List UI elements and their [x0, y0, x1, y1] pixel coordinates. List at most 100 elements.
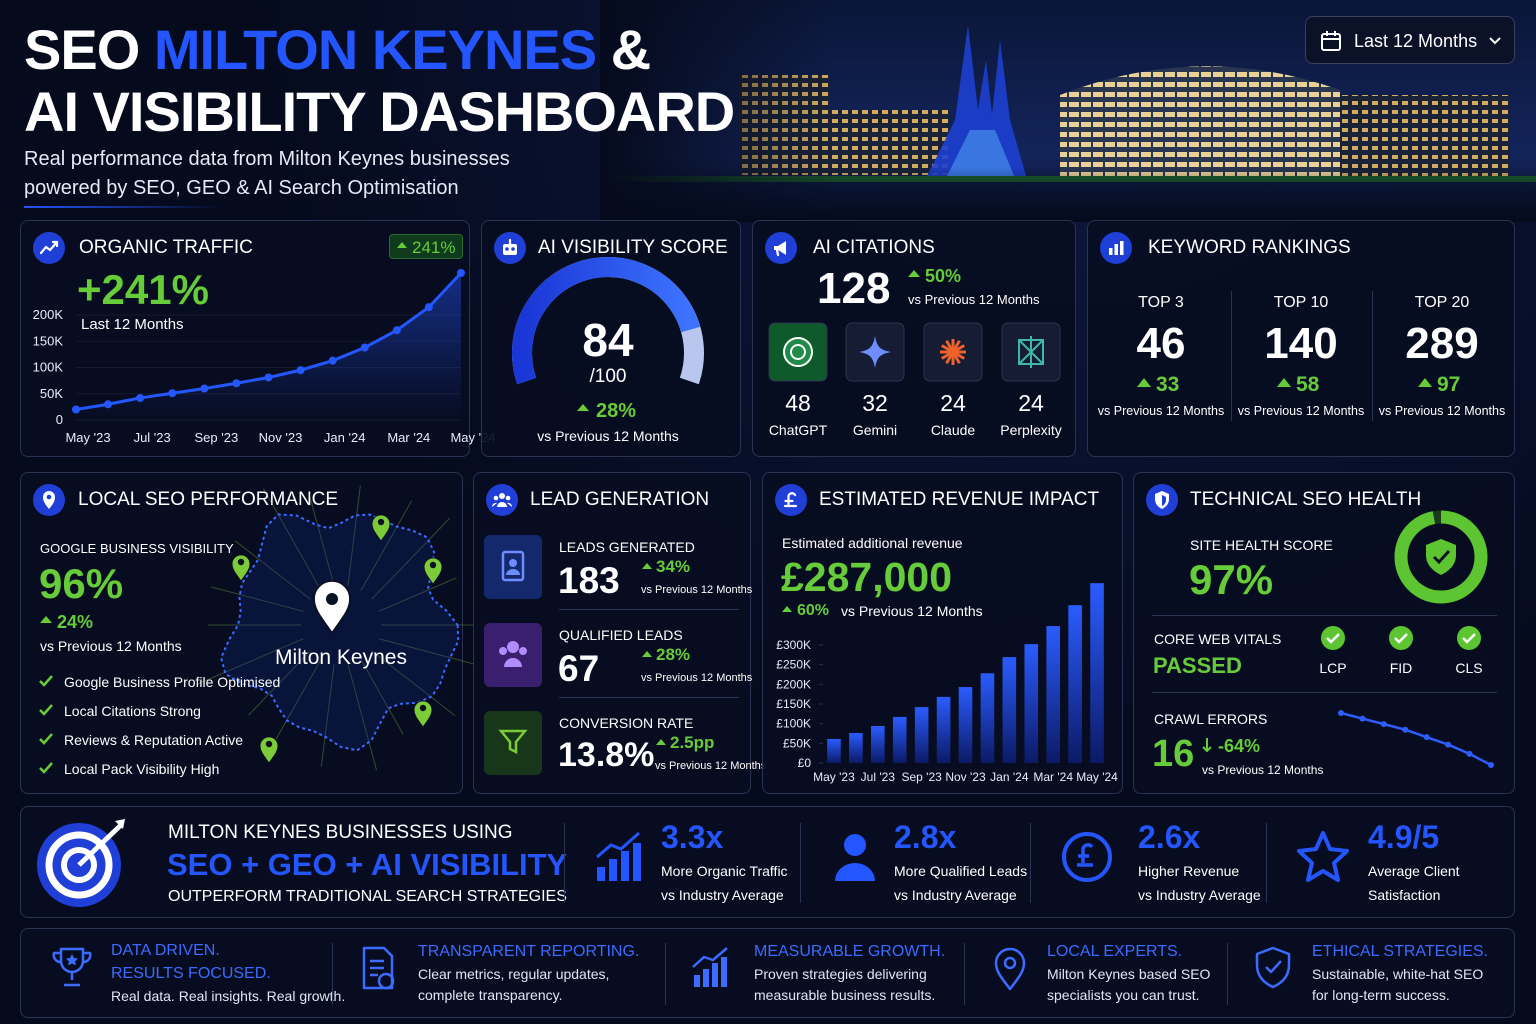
banner-highlight: SEO + GEO + AI VISIBILITY	[167, 847, 568, 882]
y-tick-label: £300K	[776, 638, 811, 652]
point	[328, 356, 337, 365]
point	[424, 303, 433, 312]
bar	[1090, 583, 1104, 763]
metric-label: SITE HEALTH SCORE	[1190, 537, 1333, 553]
stat-line: vs Industry Average	[661, 887, 784, 903]
title-word: &	[610, 18, 651, 81]
divider	[1227, 943, 1228, 1005]
item-change: 34%	[656, 557, 691, 576]
crawl-note: vs Previous 12 Months	[1202, 763, 1324, 777]
check	[1394, 633, 1408, 644]
check-badge	[1389, 626, 1413, 650]
check-badge	[1457, 626, 1481, 650]
footer-icon	[52, 947, 92, 987]
badge	[1389, 626, 1413, 650]
area	[76, 273, 461, 420]
footer-title: DATA DRIVEN.	[111, 942, 220, 959]
stat-line: Average Client	[1368, 863, 1460, 879]
panel-title: LEAD GENERATION	[530, 489, 710, 510]
footer-title: RESULTS FOCUSED.	[111, 965, 271, 982]
source-name: Claude	[930, 422, 976, 438]
title-line-2: AI VISIBILITY DASHBOARD	[24, 80, 735, 143]
panel-title: TECHNICAL SEO HEALTH	[1190, 489, 1422, 510]
stat-value: 4.9/5	[1368, 819, 1440, 855]
panel-title: LOCAL SEO PERFORMANCE	[78, 489, 339, 510]
divider	[964, 943, 965, 1005]
check-icon	[39, 704, 53, 716]
source-icon	[845, 322, 905, 382]
note: vs Previous 12 Months	[908, 292, 1040, 307]
rank-label: TOP 3	[1138, 294, 1184, 311]
note: vs Previous 12 Months	[537, 428, 679, 444]
calendar-icon	[1321, 31, 1341, 51]
rank-change: 58	[1296, 373, 1320, 396]
road	[271, 659, 322, 747]
headline: +241%	[77, 266, 209, 313]
target-icon	[37, 819, 125, 907]
change: 60%	[797, 602, 830, 619]
divider	[1372, 291, 1373, 421]
check	[39, 675, 53, 687]
check-icon	[39, 762, 53, 774]
bar	[914, 707, 929, 763]
check	[39, 733, 53, 745]
subtitle: Real performance data from Milton Keynes…	[24, 148, 510, 170]
metric-value: 97%	[1189, 556, 1274, 603]
point	[296, 366, 305, 375]
divider	[1266, 823, 1267, 903]
trend-point	[1402, 726, 1409, 733]
road	[347, 664, 378, 771]
icon-glyph	[1155, 491, 1169, 509]
item-label: QUALIFIED LEADS	[559, 627, 683, 643]
trend-point	[1423, 734, 1430, 741]
rank-change: 97	[1437, 373, 1461, 396]
rank-note: vs Previous 12 Months	[1237, 404, 1365, 418]
divider	[1231, 291, 1232, 421]
road	[360, 659, 404, 735]
sparkline	[1338, 710, 1494, 768]
x-tick-label: May '24	[1076, 770, 1118, 784]
stat-value: 2.8x	[894, 819, 957, 855]
badge	[1457, 626, 1481, 650]
icon-glyph	[43, 491, 55, 509]
point	[200, 384, 209, 393]
health-ring	[1394, 510, 1488, 604]
change: 24%	[57, 612, 94, 632]
glyph	[498, 729, 528, 755]
up-arrow	[1137, 378, 1151, 387]
trend-point	[1359, 715, 1366, 722]
pin-dot	[429, 561, 437, 569]
source-icon	[1001, 322, 1061, 382]
icon-glyph	[783, 492, 798, 508]
footer-text: Sustainable, white-hat SEO	[1312, 966, 1484, 982]
item-icon	[484, 535, 542, 599]
road	[308, 494, 335, 586]
panel-title: AI CITATIONS	[813, 237, 935, 258]
down-arrow	[1202, 738, 1212, 753]
road	[378, 577, 457, 612]
bar	[1002, 657, 1017, 763]
date-filter[interactable]: Last 12 Months	[1305, 16, 1515, 64]
item-icon	[484, 623, 542, 687]
stat-icon	[1297, 831, 1349, 882]
road	[234, 540, 311, 600]
trend-line	[1340, 711, 1492, 767]
icon-bg	[486, 484, 518, 516]
divider	[564, 823, 565, 903]
bar	[980, 673, 995, 763]
source-value: 32	[862, 390, 888, 416]
point	[457, 269, 465, 277]
y-tick-label: 50K	[40, 386, 63, 401]
trend-point	[1488, 762, 1494, 768]
tile	[484, 623, 542, 687]
up-arrow	[782, 606, 792, 612]
panel-icon	[494, 232, 526, 264]
up-arrow	[642, 563, 652, 569]
panel-icon	[1100, 232, 1132, 264]
vitals-label: CORE WEB VITALS	[1154, 631, 1282, 647]
logo	[783, 337, 813, 367]
checklist-item: Google Business Profile Optimised	[64, 674, 281, 690]
y-tick-label: £150K	[776, 697, 811, 711]
divider	[1030, 823, 1031, 903]
icon-glyph	[774, 241, 786, 257]
